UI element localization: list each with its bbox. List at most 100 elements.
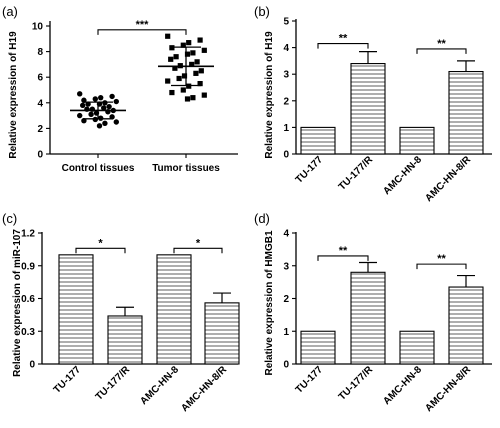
panel-c: (c) Relative expression of miR-107 0 0.3 0… [2,211,240,414]
bar [399,330,435,365]
data-point [173,54,179,60]
data-point [181,73,188,79]
panel-b: (b) Relative expression of H19 0 1 2 3 4 5 TU-… [254,4,492,204]
x-tick-label: TU-177/R [337,364,376,403]
bar [399,126,435,155]
y-tick-label: 0.6 [21,294,35,305]
data-point [98,94,104,101]
y-axis-label-d: Relative expression of HMGB1 [264,230,275,375]
data-point [165,78,171,84]
data-point [109,93,115,100]
data-point [88,111,94,118]
bar [204,302,240,365]
y-tick-label: 10 [32,22,44,33]
x-tick-label: TU-177/R [337,154,376,193]
x-tick-label: TU-177 [52,364,84,396]
significance-label: ** [437,253,446,265]
significance-bracket [416,48,467,54]
significance-label: ** [339,33,348,45]
data-point [194,59,200,65]
y-tick-label: 4 [37,98,43,109]
y-tick-label: 4 [283,43,289,54]
data-point [197,37,203,43]
bar [58,254,94,365]
data-point [172,65,178,71]
y-tick-label: 0 [29,360,35,371]
y-tick-label: 1 [283,123,289,134]
data-point [96,123,103,129]
x-tick-label: Tumor tissues [152,163,220,174]
y-tick-label: 3 [283,261,289,272]
significance-bracket [173,247,223,254]
y-tick-label: 1.2 [21,229,35,240]
y-axis-label-a: Relative expression of H19 [8,31,19,159]
data-point [101,105,107,111]
data-point [189,61,195,67]
data-point [176,75,182,82]
x-tick-label: AMC-HN-8/R [423,364,473,414]
y-tick-label: 0.9 [21,261,35,272]
data-point [180,42,186,48]
significance-label: * [98,237,103,249]
data-point [190,95,196,101]
data-point [102,120,108,126]
data-point [77,112,83,119]
x-tick-label: AMC-HN-8 [381,154,424,197]
data-point [168,56,174,62]
bar [156,254,192,365]
panel-a: (a) Relative expression of H19 0 2 4 6 8 10 Co… [2,4,238,174]
panel-d: (d) Relative expression of HMGB1 0 1 2 3 4 TU… [254,211,492,414]
y-axis-label-c: Relative expression of miR-107 [12,229,23,377]
y-tick-label: 8 [37,47,43,58]
data-point [80,102,86,109]
x-tick-label: AMC-HN-8/R [423,154,473,204]
x-tick-label: TU-177 [294,154,326,186]
bar [350,271,386,365]
x-tick-label: AMC-HN-8/R [179,364,229,414]
bar [300,126,336,155]
y-tick-label: 3 [283,70,289,81]
significance-bracket [416,263,467,270]
data-point [193,70,199,76]
x-tick-label: TU-177 [294,364,326,396]
x-tick-label: Control tissues [62,163,135,174]
significance-label: *** [136,19,150,31]
y-tick-label: 4 [283,229,289,240]
data-point [92,96,99,102]
x-tick-label: TU-177/R [94,364,133,403]
significance-label: ** [339,245,348,257]
significance-label: * [196,237,201,249]
data-point [201,92,207,98]
data-point [113,98,120,105]
data-point [190,50,196,56]
y-tick-label: 1 [283,327,289,338]
y-tick-label: 6 [37,73,43,84]
y-tick-label: 0 [37,150,43,161]
x-tick-label: AMC-HN-8 [138,364,181,407]
significance-label: ** [437,38,446,50]
panel-label-b: (b) [254,4,270,19]
panel-label-c: (c) [2,211,17,226]
data-point [77,91,83,97]
bar [107,315,143,365]
data-point [201,47,207,53]
data-point [169,89,175,96]
y-tick-label: 5 [283,17,289,28]
data-point [180,87,186,93]
data-point [113,119,120,125]
bar [448,70,484,155]
significance-bracket [317,255,369,261]
data-point [198,68,204,74]
y-axis-label-b: Relative expression of H19 [264,31,275,159]
x-tick-label: AMC-HN-8 [381,364,424,407]
significance-bracket [75,247,126,254]
data-point [165,33,171,39]
data-point [184,51,191,57]
data-point [106,103,112,110]
y-tick-label: 2 [283,96,289,107]
bar [350,63,386,155]
bar [448,286,484,365]
panel-label-a: (a) [2,4,18,19]
y-tick-label: 2 [283,294,289,305]
